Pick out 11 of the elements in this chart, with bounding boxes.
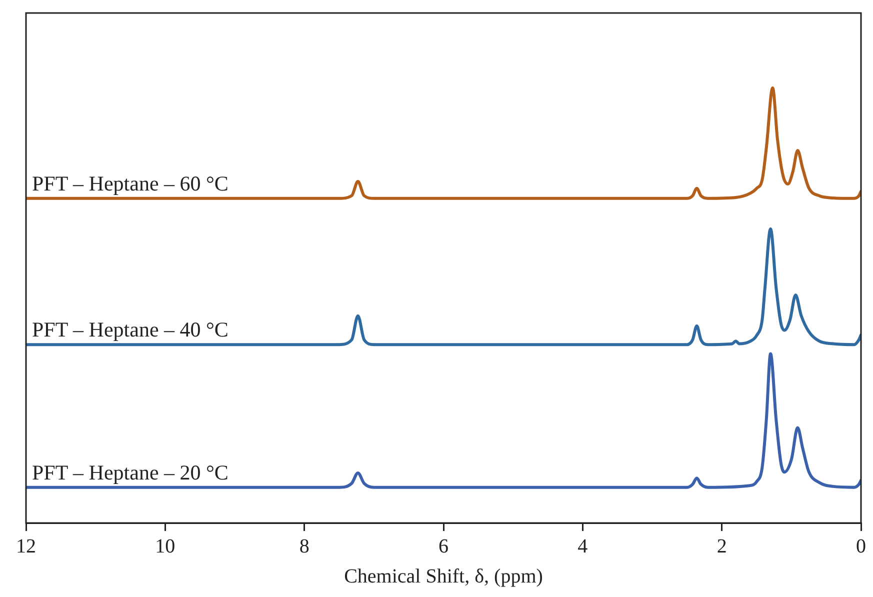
x-tick-label: 2 xyxy=(716,535,727,558)
x-tick-label: 8 xyxy=(299,535,310,558)
x-axis-title: Chemical Shift, δ, (ppm) xyxy=(344,565,543,588)
x-tick-label: 10 xyxy=(155,535,176,558)
x-tick-label: 4 xyxy=(578,535,588,558)
series-label: PFT – Heptane – 20 °C xyxy=(32,460,228,484)
x-tick-label: 6 xyxy=(438,535,448,558)
series-label: PFT – Heptane – 40 °C xyxy=(32,318,228,342)
x-tick-label: 12 xyxy=(16,535,36,558)
x-tick-label: 0 xyxy=(856,535,866,558)
series-label: PFT – Heptane – 60 °C xyxy=(32,171,228,196)
